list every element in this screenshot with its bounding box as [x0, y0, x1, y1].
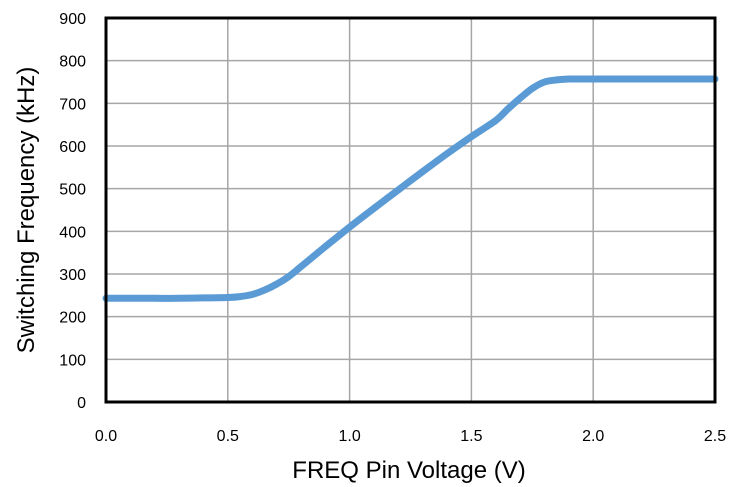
x-tick-label: 2.0: [582, 428, 604, 445]
y-tick-label: 0: [77, 395, 86, 412]
y-tick-label: 900: [59, 11, 86, 28]
y-tick-label: 400: [59, 224, 86, 241]
y-axis-title: Switching Frequency (kHz): [13, 67, 40, 354]
x-tick-label: 2.5: [704, 428, 726, 445]
y-tick-label: 200: [59, 310, 86, 327]
x-tick-label: 1.5: [460, 428, 482, 445]
y-tick-label: 700: [59, 96, 86, 113]
x-tick-label: 1.0: [338, 428, 360, 445]
y-tick-label: 500: [59, 182, 86, 199]
x-axis-title: FREQ Pin Voltage (V): [292, 457, 525, 484]
y-tick-label: 300: [59, 267, 86, 284]
series-layer: [102, 75, 719, 302]
y-tick-label: 800: [59, 54, 86, 71]
series-line-0: [102, 75, 719, 302]
plot-area-border: [104, 16, 717, 404]
x-tick-label: 0.0: [95, 428, 117, 445]
y-tick-label: 600: [59, 139, 86, 156]
y-tick-label: 100: [59, 352, 86, 369]
x-axis-tick-labels: 0.0 0.5 1.0 1.5 2.0 2.5: [95, 428, 726, 445]
x-tick-label: 0.5: [217, 428, 239, 445]
y-axis-tick-labels: 0 100 200 300 400 500 600 700 800 900: [59, 11, 86, 412]
